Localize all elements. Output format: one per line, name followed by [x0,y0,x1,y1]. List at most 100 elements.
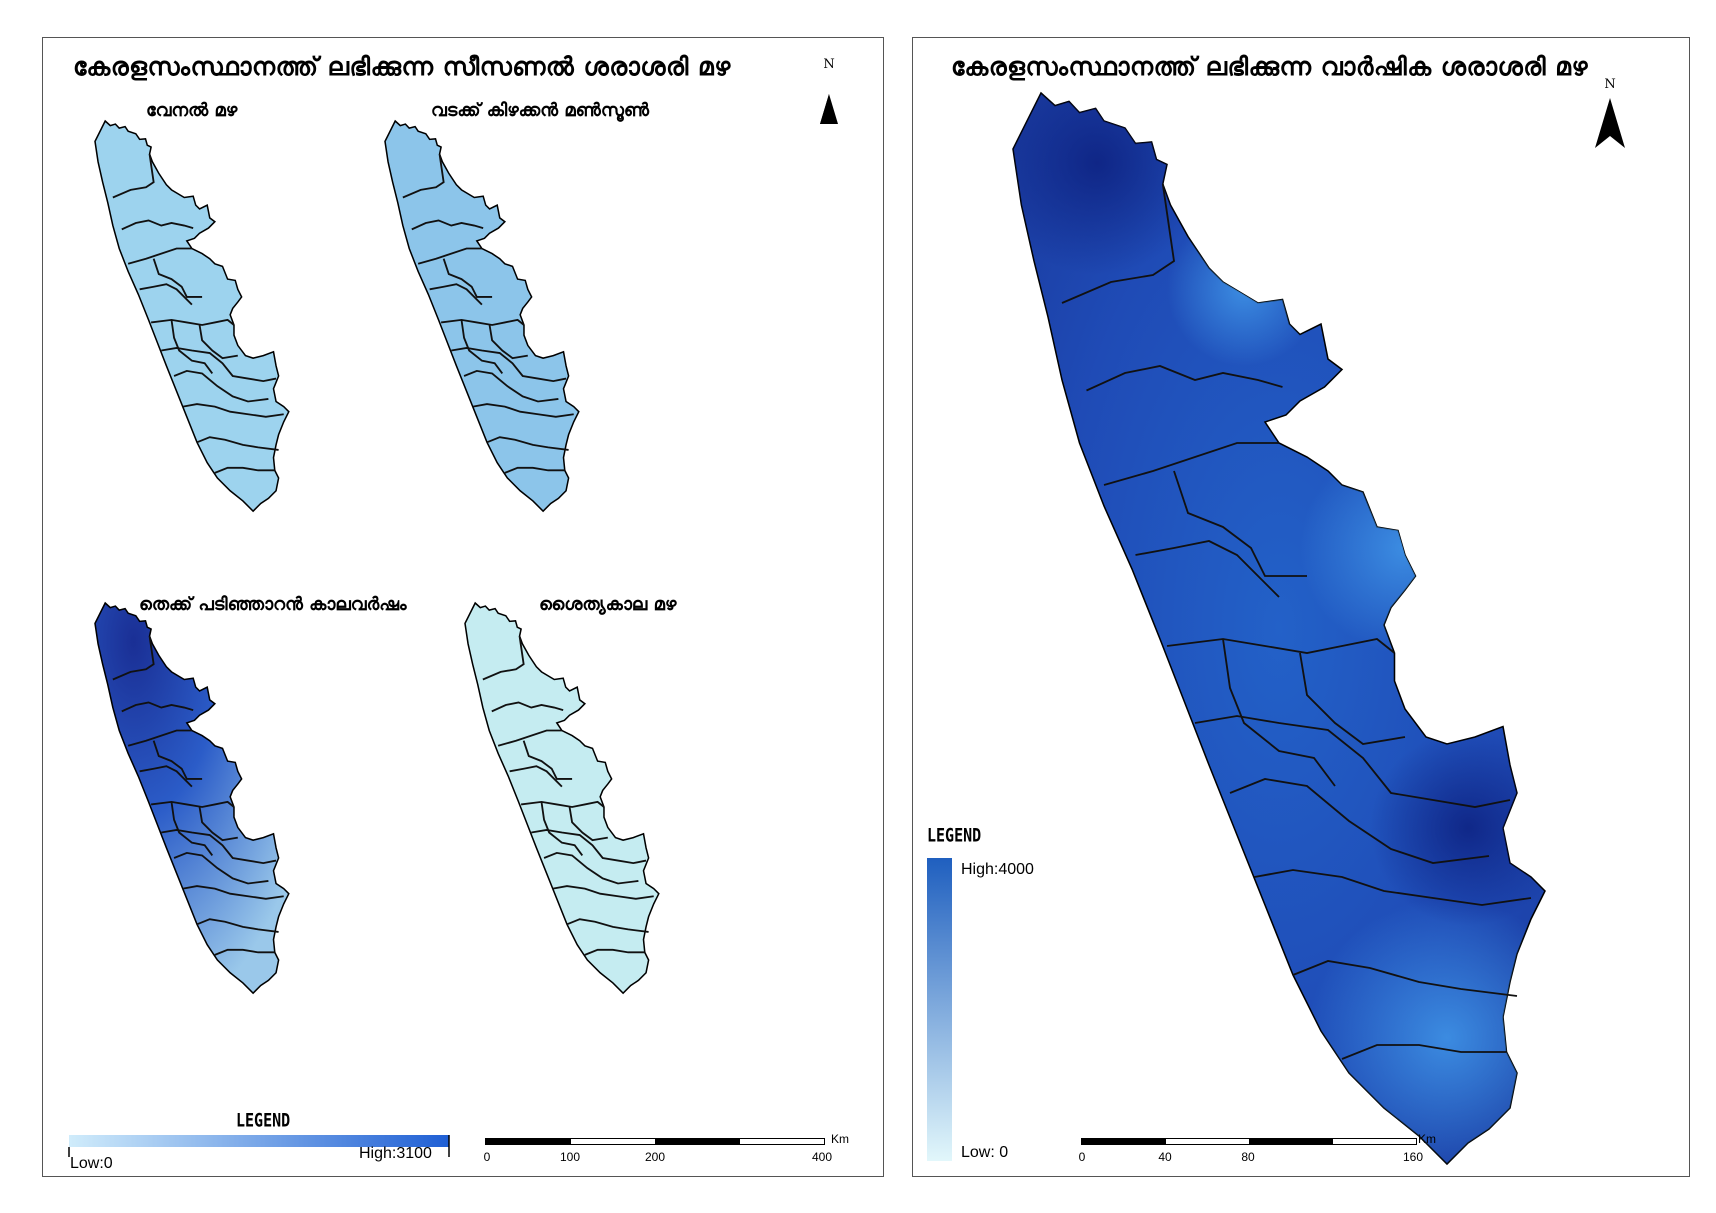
district-boundary [112,154,155,199]
state-outline [94,119,290,513]
district-boundary [472,403,574,418]
district-boundary [504,466,565,474]
district-boundary [161,347,277,383]
annual-map-svg [927,91,1546,1166]
district-boundary [429,283,483,306]
annual-panel-title: കേരളസംസ്ഥാനത്ത് ലഭിക്കുന്ന വാർഷിക ശരാശരി… [951,52,1589,81]
district-boundary [460,319,504,375]
district-boundary [540,801,584,857]
district-boundary [482,636,525,681]
seasonal-maps-svg [68,119,660,1157]
kerala-map-summer [94,119,290,513]
district-boundary [552,885,654,900]
scale-tick: 40 [1158,1150,1172,1164]
legend-color-ramp [69,1135,449,1147]
legend-high-label: High:3100 [359,1145,432,1162]
district-boundary [451,347,567,383]
seasonal-panel-title: കേരളസംസ്ഥാനത്ത് ലഭിക്കുന്ന സീസണൽ ശരാശരി … [73,52,731,81]
district-boundary [566,918,649,933]
district-boundary [488,324,528,360]
legend-title: LEGEND [236,1108,291,1132]
district-boundary [198,806,238,842]
scale-tick: 400 [811,1150,833,1164]
district-boundary [1103,442,1279,486]
scale-tick: 0 [1078,1150,1086,1164]
district-boundary [127,247,192,265]
district-boundary [182,885,284,900]
district-boundary [112,636,155,681]
state-outline [94,601,290,995]
district-boundary [411,219,484,231]
district-boundary [196,918,279,933]
district-boundary [127,729,192,747]
district-boundary [497,729,562,747]
kerala-map-annual [1012,91,1546,1166]
district-boundary [1299,652,1406,745]
scale-unit: Km [831,1132,849,1146]
district-boundary [1135,540,1280,598]
district-boundary [1254,869,1532,906]
district-boundary [214,466,275,474]
kerala-map-southwest-monsoon [94,601,290,995]
district-boundary [152,258,203,298]
district-boundary [402,154,445,199]
scale-tick: 0 [483,1150,491,1164]
district-boundary [214,948,275,956]
district-boundary [198,324,238,360]
north-label: N [1604,77,1615,92]
district-boundary [182,403,284,418]
legend-low-label: Low: 0 [961,1144,1009,1161]
north-arrow-icon: N [1590,54,1630,158]
seasonal-rainfall-panel: കേരളസംസ്ഥാനത്ത് ലഭിക്കുന്ന സീസണൽ ശരാശരി … [42,37,884,1177]
map-title-winter: ശൈത്യകാല മഴ [539,594,677,615]
district-boundary [417,247,482,265]
district-boundary [1173,470,1307,577]
state-outline [464,601,660,995]
district-boundary [1061,183,1175,304]
district-boundary [1341,1044,1507,1060]
district-boundary [531,829,647,865]
district-boundary [522,740,573,780]
district-boundary [442,258,493,298]
north-label: N [823,57,834,72]
district-boundary [152,740,203,780]
map-title-summer: വേനൽ മഴ [146,100,238,121]
kerala-map-northeast-monsoon [384,119,580,513]
district-boundary [463,369,559,403]
scale-unit: Km [1418,1132,1436,1146]
district-boundary [170,801,214,857]
district-boundary [121,701,194,713]
district-boundary [568,806,608,842]
state-outline [384,119,580,513]
district-boundary [1229,778,1490,864]
map-title-southwest-monsoon: തെക്ക് പടിഞ്ഞാറൻ കാലവർഷം [139,594,407,615]
scale-tick: 200 [644,1150,666,1164]
scale-tick: 160 [1402,1150,1424,1164]
legend-high-label: High:4000 [961,861,1034,878]
district-boundary [1222,638,1336,787]
district-boundary [1086,365,1283,392]
district-boundary [170,319,214,375]
district-boundary [173,369,269,403]
district-boundary [121,219,194,231]
district-boundary [543,851,639,885]
map-title-northeast-monsoon: വടക്ക് കിഴക്കൻ മൺസൂൺ [431,100,650,121]
district-boundary [161,829,277,865]
district-boundary [139,283,193,306]
district-boundary [1194,715,1511,808]
district-boundary [1292,960,1518,997]
scale-tick: 100 [559,1150,581,1164]
district-boundary [584,948,645,956]
district-boundary [486,436,569,451]
scale-bar [1081,1138,1417,1145]
scale-tick: 80 [1241,1150,1255,1164]
legend-color-ramp [927,858,952,1161]
legend-low-label: Low:0 [70,1155,113,1172]
district-boundary [509,765,563,788]
scale-bar [485,1138,825,1145]
kerala-map-winter [464,601,660,995]
district-boundary [196,436,279,451]
district-boundary [491,701,564,713]
annual-rainfall-panel: കേരളസംസ്ഥാനത്ത് ലഭിക്കുന്ന വാർഷിക ശരാശരി… [912,37,1690,1177]
legend-title: LEGEND [927,823,982,847]
